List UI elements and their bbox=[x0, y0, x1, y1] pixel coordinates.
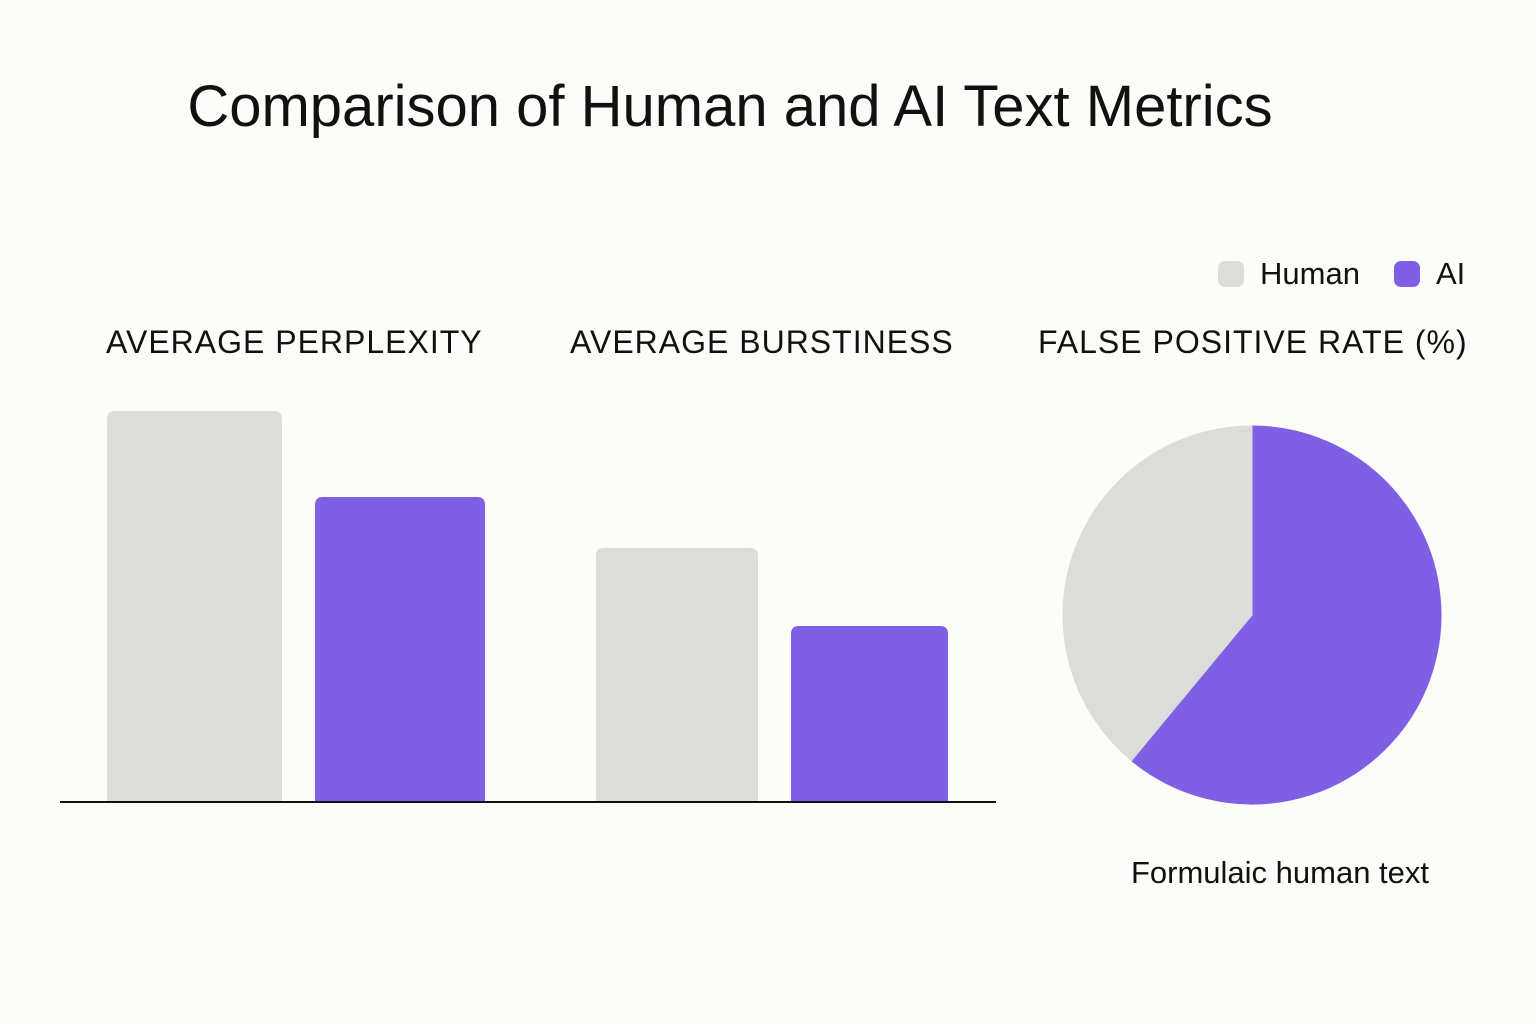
subtitle-perplexity: AVERAGE PERPLEXITY bbox=[106, 324, 483, 360]
legend-label-ai: AI bbox=[1435, 256, 1466, 291]
bar-human-0 bbox=[107, 411, 282, 802]
legend-swatch-ai bbox=[1393, 261, 1420, 287]
bar-human-1 bbox=[596, 547, 758, 802]
chart-title: Comparison of Human and AI Text Metrics bbox=[187, 74, 1273, 139]
legend-label-human: Human bbox=[1260, 256, 1360, 291]
pie-slice-ai bbox=[1130, 425, 1442, 805]
legend-swatch-human bbox=[1218, 261, 1244, 287]
bar-ai-0 bbox=[315, 497, 485, 802]
legend: Human AI bbox=[1218, 256, 1499, 292]
subtitle-false-positive: FALSE POSITIVE RATE (%) bbox=[1038, 324, 1468, 360]
pie-slice-human bbox=[1062, 425, 1253, 762]
pie-annotation: Formulaic human text bbox=[1130, 855, 1430, 890]
bar-ai-1 bbox=[791, 626, 948, 802]
subtitle-burstiness: AVERAGE BURSTINESS bbox=[570, 324, 954, 360]
